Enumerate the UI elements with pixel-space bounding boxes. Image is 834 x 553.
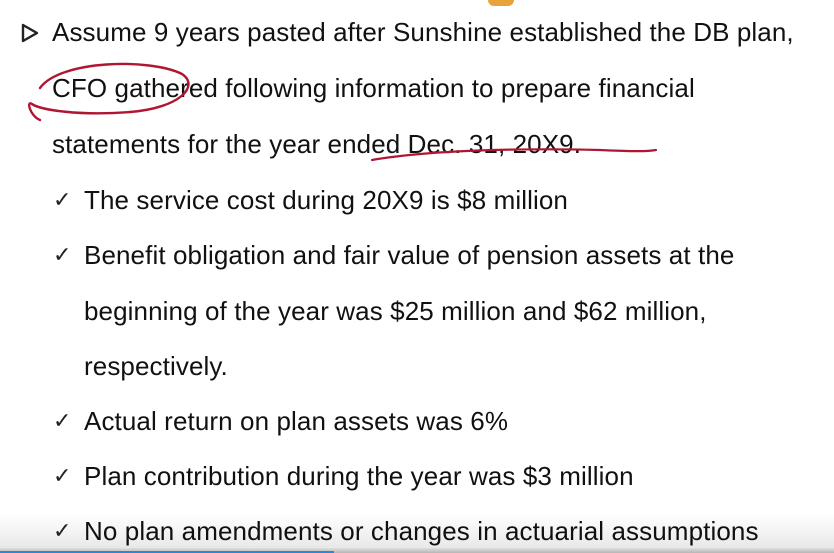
video-seek-bar[interactable] xyxy=(0,548,834,553)
checkmark-icon: ✓ xyxy=(53,187,72,212)
checkmark-icon: ✓ xyxy=(53,518,72,543)
main-bullet-line-3: statements for the year ended Dec. 31, 2… xyxy=(52,129,582,159)
sub-bullet-plan-contribution: Plan contribution during the year was $3… xyxy=(84,461,634,491)
video-progress-fill xyxy=(0,551,334,553)
main-bullet-line-1: Assume 9 years pasted after Sunshine est… xyxy=(52,17,794,47)
checkmark-icon: ✓ xyxy=(53,408,72,433)
sub-bullet-obligation-line-3: respectively. xyxy=(84,351,228,381)
checkmark-icon: ✓ xyxy=(53,463,72,488)
top-decoration xyxy=(488,0,514,6)
sub-bullet-obligation-line-2: beginning of the year was $25 million an… xyxy=(84,296,707,326)
triangle-arrow-icon xyxy=(21,23,39,43)
checkmark-icon: ✓ xyxy=(53,242,72,267)
sub-bullet-actual-return: Actual return on plan assets was 6% xyxy=(84,406,509,436)
sub-bullet-service-cost: The service cost during 20X9 is $8 milli… xyxy=(84,185,568,215)
sub-bullet-obligation-line-1: Benefit obligation and fair value of pen… xyxy=(84,240,735,270)
main-bullet-line-2: CFO gathered following information to pr… xyxy=(52,73,695,103)
sub-bullet-no-amendments: No plan amendments or changes in actuari… xyxy=(84,516,759,546)
